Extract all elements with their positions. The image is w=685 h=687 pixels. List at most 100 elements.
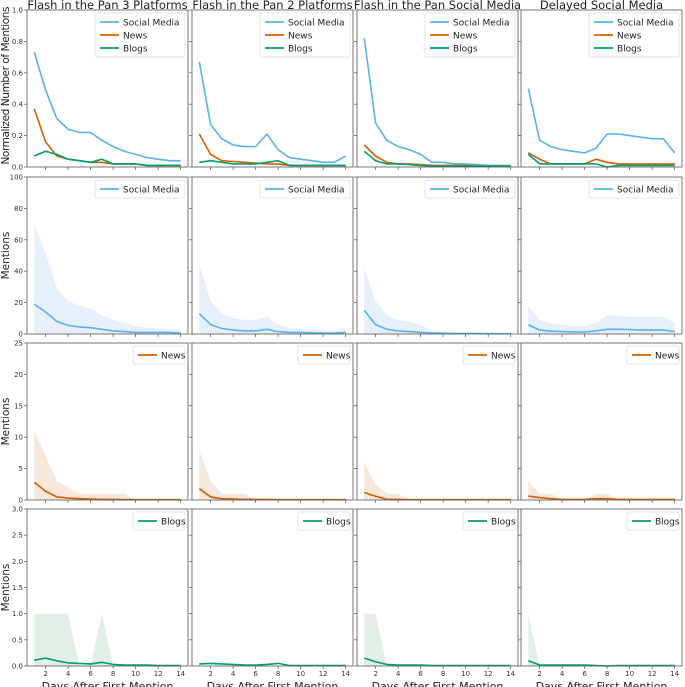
- axes-frame: [191, 508, 354, 667]
- legend-entry: News: [326, 351, 351, 361]
- legend-entry: News: [453, 31, 478, 41]
- y-tick-label: 100: [10, 174, 23, 182]
- legend: News: [132, 345, 186, 365]
- legend: Blogs: [297, 511, 351, 531]
- axes-frame: [26, 9, 189, 168]
- axes-frame: [356, 9, 519, 168]
- legend-box: [297, 511, 351, 531]
- series-line-blogs: [528, 660, 675, 667]
- y-axis-label: Mentions: [0, 564, 12, 612]
- panel-title: Flash in the Pan Social Media: [354, 0, 521, 12]
- legend-entry: Social Media: [123, 185, 180, 195]
- legend-entry: Social Media: [617, 185, 674, 195]
- y-tick-label: 0.2: [12, 132, 23, 140]
- x-tick-label: 8: [605, 670, 609, 678]
- panel-r2-c1: 0 20 40 60 80 100 Social Media: [10, 174, 189, 339]
- y-tick-label: 1.0: [12, 7, 23, 15]
- panel-title: Flash in the Pan 3 Platforms: [27, 0, 187, 12]
- series-line-blogs: [527, 153, 675, 168]
- confidence-band: [364, 268, 511, 334]
- legend: News: [297, 345, 351, 365]
- x-tick-label: 4: [66, 670, 71, 678]
- legend: Social Media: [259, 179, 351, 199]
- x-tick-label: 6: [582, 670, 587, 678]
- axes-frame: [520, 176, 683, 335]
- legend: Blogs: [132, 511, 186, 531]
- legend-entry: Blogs: [453, 44, 478, 54]
- x-tick-label: 8: [111, 670, 115, 678]
- y-tick-label: 0.0: [12, 663, 23, 671]
- x-tick-label: 4: [560, 670, 565, 678]
- legend: Social Media: [424, 179, 516, 199]
- series-line-social-media: [363, 38, 511, 167]
- legend: Social Media News Blogs: [588, 12, 680, 58]
- panel-r3-c2: News: [189, 342, 354, 503]
- y-tick-label: 0: [19, 497, 23, 505]
- x-tick-label: 14: [341, 670, 350, 678]
- y-tick-label: 25: [14, 340, 23, 348]
- axes-frame: [520, 342, 683, 501]
- y-tick-label: 80: [14, 205, 23, 213]
- y-tick-label: 1.5: [12, 584, 23, 592]
- series-line-blogs: [363, 150, 511, 167]
- panel-r1-c1: Flash in the Pan 3 Platforms 0.0 0.2 0.4 0.6…: [12, 0, 189, 172]
- legend-box: [94, 179, 186, 199]
- panel-title: Flash in the Pan 2 Platforms: [192, 0, 352, 12]
- legend: Blogs: [462, 511, 516, 531]
- confidence-band: [34, 225, 181, 334]
- legend-entry: News: [123, 31, 148, 41]
- y-tick-label: 2.5: [12, 532, 23, 540]
- panel-r3-c1: 0 5 10 15 20 25 News: [14, 340, 189, 505]
- x-axis-label: Days After First Mention: [372, 680, 504, 687]
- legend-entry: Social Media: [123, 18, 180, 28]
- legend-box: [462, 345, 516, 365]
- panel-r1-c4: Delayed Social Media Social Media News Blog…: [518, 0, 683, 170]
- series-line-news: [528, 495, 675, 501]
- y-tick-label: 0.8: [12, 38, 23, 46]
- legend-box: [626, 345, 680, 365]
- legend: Social Media: [94, 179, 186, 199]
- panel-title: Delayed Social Media: [540, 0, 663, 12]
- y-tick-label: 10: [14, 434, 23, 442]
- axes-frame: [356, 176, 519, 335]
- legend-entry: Social Media: [617, 18, 674, 28]
- x-axis-label: Days After First Mention: [42, 680, 174, 687]
- axes-frame: [26, 176, 189, 335]
- legend-box: [424, 12, 516, 58]
- confidence-band: [34, 430, 181, 500]
- y-tick-label: 0.6: [12, 69, 24, 77]
- legend-entry: Blogs: [288, 44, 313, 54]
- x-tick-label: 10: [131, 670, 140, 678]
- x-axis-label: Days After First Mention: [207, 680, 339, 687]
- y-tick-label: 20: [14, 371, 23, 379]
- axes-frame: [26, 342, 189, 501]
- confidence-band: [199, 263, 346, 334]
- legend-entry: News: [617, 31, 642, 41]
- legend-entry: Social Media: [453, 18, 510, 28]
- x-tick-label: 2: [208, 670, 212, 678]
- series-line-blogs: [364, 657, 511, 667]
- legend-entry: Blogs: [491, 517, 516, 527]
- legend-entry: News: [491, 351, 516, 361]
- x-tick-label: 4: [231, 670, 236, 678]
- legend-entry: News: [161, 351, 186, 361]
- legend-box: [259, 12, 351, 58]
- panel-r3-c4: News: [518, 342, 683, 503]
- axes-frame: [520, 508, 683, 667]
- x-tick-label: 8: [441, 670, 445, 678]
- confidence-band: [528, 305, 675, 334]
- x-tick-label: 12: [154, 670, 163, 678]
- legend: Blogs: [626, 511, 680, 531]
- panel-r2-c3: Social Media: [354, 176, 519, 337]
- x-tick-label: 6: [418, 670, 423, 678]
- legend-entry: Social Media: [288, 185, 345, 195]
- x-axis-label: Days After First Mention: [536, 680, 668, 687]
- legend-box: [588, 179, 680, 199]
- legend-box: [94, 12, 186, 58]
- legend-entry: Blogs: [326, 517, 351, 527]
- x-tick-label: 2: [43, 670, 47, 678]
